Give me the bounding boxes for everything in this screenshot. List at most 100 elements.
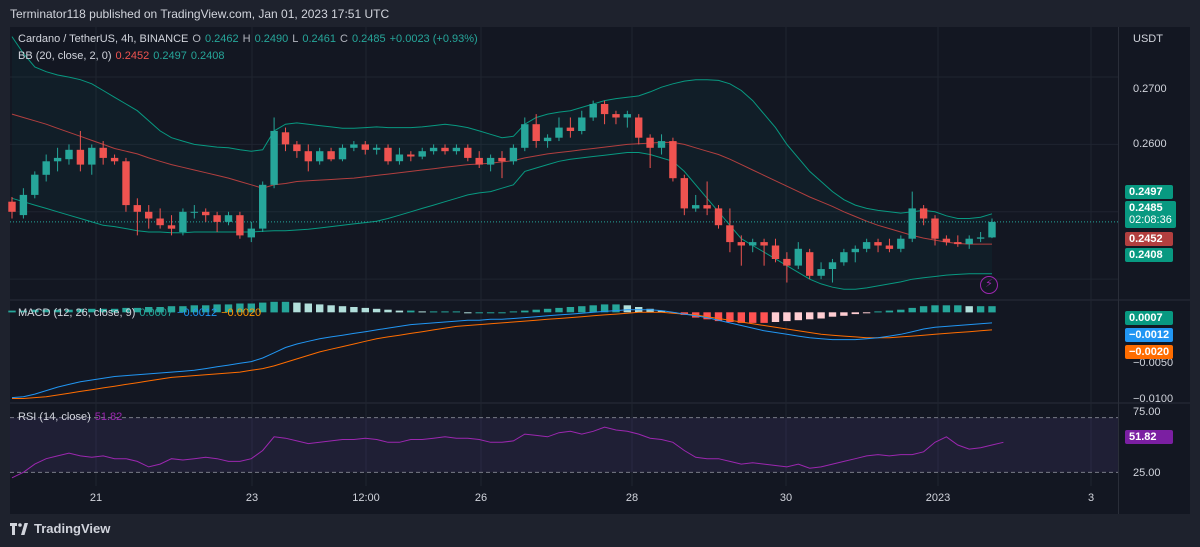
candle-body	[156, 218, 164, 226]
macd-signal-value: −0.0020	[221, 307, 262, 319]
rsi-label: RSI (14, close)	[18, 411, 91, 423]
candle-body	[760, 242, 768, 246]
open-label: O	[192, 33, 201, 45]
publish-text: Terminator118 published on TradingView.c…	[10, 6, 390, 21]
candle-body	[555, 127, 563, 138]
time-label: 28	[625, 492, 639, 504]
macd-hist-bar	[486, 312, 495, 314]
macd-hist-bar	[316, 304, 324, 313]
price-tick: 0.2700	[1133, 83, 1167, 95]
macd-hist-bar	[167, 306, 176, 313]
macd-hist-bar	[179, 306, 187, 313]
candle-body	[714, 208, 723, 226]
macd-hist-bar	[293, 302, 301, 313]
candle-body	[669, 141, 677, 179]
chart-area[interactable]	[10, 27, 1118, 514]
macd-hist-bar	[76, 308, 85, 313]
macd-label: MACD (12, 26, close, 9)	[18, 307, 136, 319]
macd-hist-bar	[714, 312, 723, 322]
macd-hist-bar	[19, 310, 28, 313]
macd-hist-bar	[372, 308, 381, 313]
time-label: 3	[1087, 492, 1095, 504]
candle-body	[726, 225, 734, 243]
lightning-icon[interactable]: ⚡	[980, 276, 998, 294]
candle-body	[372, 147, 381, 150]
macd-hist-bar	[794, 312, 802, 321]
candle-body	[475, 157, 483, 165]
candle-body	[749, 242, 757, 246]
macd-hist-bar	[236, 303, 244, 313]
candle-body	[851, 248, 859, 253]
candle-body	[521, 124, 529, 148]
macd-hist-bar	[395, 310, 404, 313]
macd-signal-tag: −0.0020	[1125, 345, 1174, 359]
macd-hist-bar	[749, 312, 757, 323]
footer-brand[interactable]: TradingView	[10, 521, 110, 536]
price-tick: 0.2600	[1133, 138, 1167, 150]
macd-hist-bar	[657, 310, 666, 313]
candle-body	[384, 147, 392, 162]
time-label: 12:00	[352, 492, 380, 504]
rsi-tick: 75.00	[1133, 406, 1161, 418]
candle-body	[452, 147, 461, 152]
candle-body	[908, 208, 916, 239]
macd-hist-bar	[452, 311, 461, 313]
macd-hist-bar	[475, 312, 483, 314]
candle-body	[316, 151, 324, 162]
macd-hist-bar	[703, 312, 711, 320]
macd-hist-bar	[31, 309, 39, 313]
rsi-legend-value: 51.82	[94, 411, 123, 423]
high-label: H	[242, 33, 251, 45]
candle-body	[783, 258, 791, 266]
time-label: 21	[89, 492, 103, 504]
candle-body	[737, 242, 745, 246]
candle-body	[76, 149, 85, 165]
bb-basis-value: 0.2452	[115, 50, 150, 62]
macd-hist-bar	[555, 307, 563, 313]
macd-hist-bar	[806, 312, 814, 320]
candle-body	[600, 104, 609, 115]
macd-hist-tag: 0.0007	[1125, 311, 1173, 325]
macd-hist-bar	[988, 306, 996, 313]
macd-hist-bar	[327, 305, 335, 313]
close-value: 0.2485	[351, 33, 386, 45]
macd-hist-bar	[828, 312, 837, 317]
candle-body	[65, 149, 73, 160]
macd-hist-bar	[509, 311, 518, 313]
candle-body	[19, 194, 28, 216]
candle-body	[464, 147, 472, 158]
candle-body	[646, 137, 654, 148]
candle-body	[133, 205, 141, 212]
macd-hist-bar	[532, 309, 540, 313]
candle-body	[589, 104, 597, 118]
macd-hist-bar	[110, 308, 119, 313]
candle-body	[418, 151, 426, 157]
macd-hist-bar	[224, 304, 233, 313]
macd-hist-bar	[281, 301, 290, 313]
candle-body	[862, 242, 871, 249]
macd-hist-bar	[817, 312, 825, 319]
high-value: 0.2490	[254, 33, 289, 45]
macd-hist-bar	[338, 306, 347, 313]
candle-body	[931, 218, 939, 239]
candle-body	[213, 215, 221, 222]
candle-body	[486, 157, 495, 165]
macd-hist-bar	[965, 306, 973, 313]
macd-hist-bar	[53, 309, 62, 313]
bb-basis-tag: 0.2452	[1125, 232, 1173, 246]
macd-hist-bar	[304, 303, 312, 313]
candle-body	[361, 144, 369, 150]
macd-hist-bar	[976, 306, 985, 313]
candle-body	[31, 174, 39, 195]
candle-body	[566, 127, 575, 131]
macd-hist-bar	[737, 312, 745, 323]
candle-body	[806, 252, 814, 276]
macd-hist-bar	[840, 312, 848, 316]
candle-body	[509, 147, 518, 162]
bb-label: BB (20, close, 2, 0)	[18, 50, 112, 62]
candle-body	[441, 147, 449, 152]
macd-hist-bar	[942, 305, 951, 313]
macd-hist-bar	[600, 304, 609, 313]
candle-body	[350, 144, 358, 148]
